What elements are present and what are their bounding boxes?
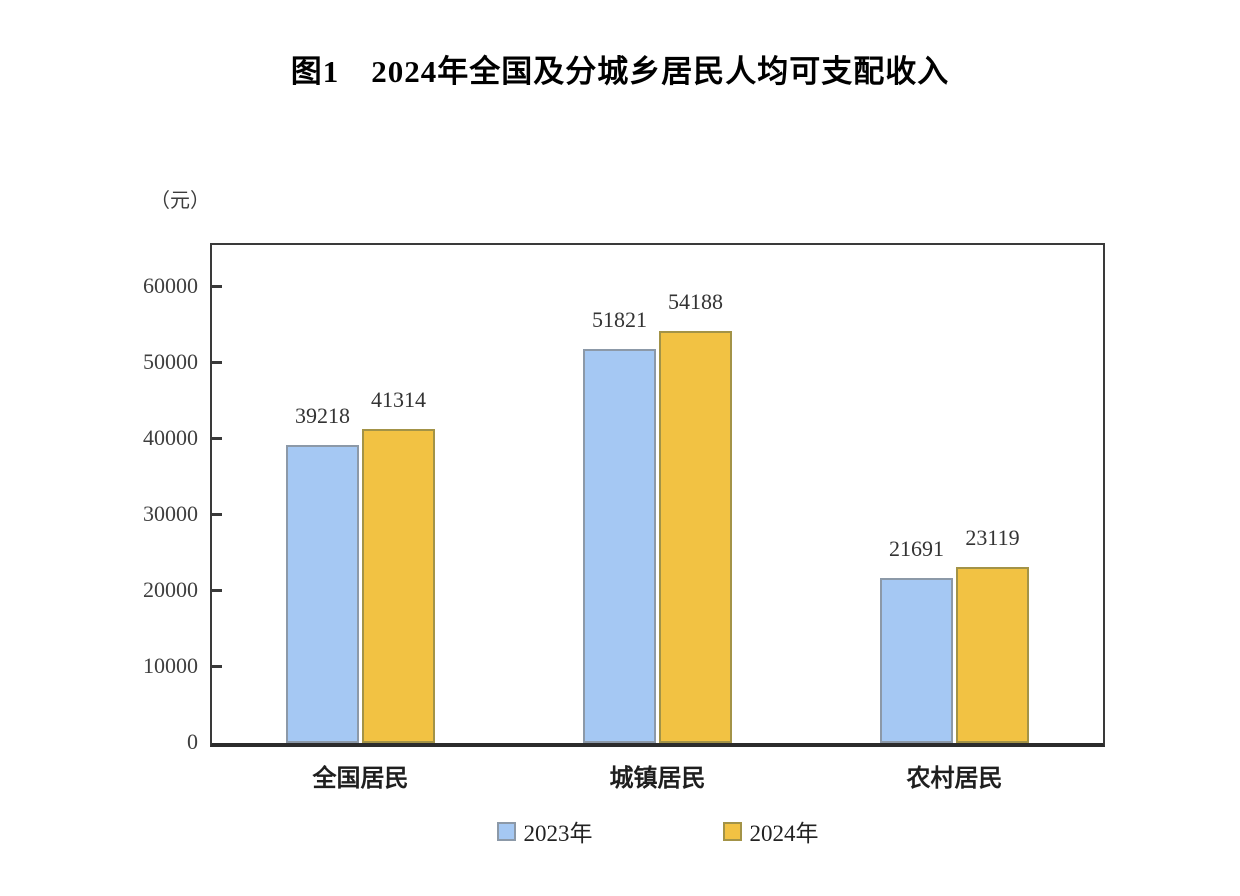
x-axis-label: 城镇居民 <box>609 765 706 792</box>
bar-2023年-全国居民 <box>286 445 359 743</box>
y-tick-label: 0 <box>187 729 198 754</box>
y-tick-mark <box>212 285 222 289</box>
chart-title: 图1 2024年全国及分城乡居民人均可支配收入 <box>290 54 950 89</box>
x-axis-label: 全国居民 <box>312 765 409 792</box>
bar-value-label: 41314 <box>371 387 426 412</box>
legend-label: 2024年 <box>749 821 819 846</box>
y-tick-mark <box>212 589 222 593</box>
bar-value-label: 39218 <box>295 403 350 428</box>
y-tick-label: 20000 <box>143 576 198 602</box>
legend-swatch-icon <box>722 821 742 841</box>
bar-value-label: 21691 <box>889 536 944 561</box>
y-axis-unit-label: （元） <box>150 190 210 212</box>
legend-item-2024年: 2024年 <box>722 814 819 848</box>
bar-2023年-城镇居民 <box>583 349 656 743</box>
bar-2024年-全国居民 <box>362 429 435 743</box>
y-tick-mark <box>212 513 222 517</box>
bar-value-label: 23119 <box>965 525 1020 550</box>
y-tick-label: 40000 <box>143 424 198 450</box>
y-tick-label: 50000 <box>143 348 198 374</box>
bar-2024年-城镇居民 <box>659 331 732 743</box>
y-tick-mark <box>212 361 222 365</box>
y-tick-label: 30000 <box>143 500 198 526</box>
bar-2024年-农村居民 <box>956 567 1029 743</box>
legend-label: 2023年 <box>523 821 593 846</box>
bar-value-label: 51821 <box>592 307 647 332</box>
y-tick-mark <box>212 665 222 669</box>
legend-item-2023年: 2023年 <box>496 814 593 848</box>
legend: 2023年 2024年 <box>210 814 1105 848</box>
bar-value-label: 54188 <box>668 289 723 314</box>
legend-swatch-icon <box>496 821 516 841</box>
y-tick-label: 10000 <box>143 652 198 678</box>
y-tick-mark <box>212 437 222 441</box>
y-tick-label: 60000 <box>143 272 198 298</box>
x-axis-label: 农村居民 <box>906 765 1003 792</box>
bar-2023年-农村居民 <box>880 578 953 743</box>
plot-area <box>210 243 1105 747</box>
